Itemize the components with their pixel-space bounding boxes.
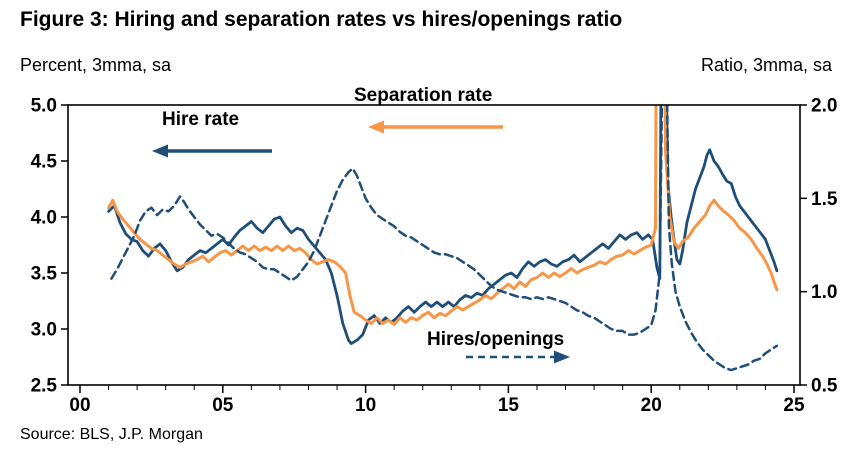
- hires-openings-annotation: Hires/openings: [427, 329, 565, 350]
- svg-text:0.5: 0.5: [811, 376, 838, 397]
- separation-rate-annotation: Separation rate: [354, 85, 493, 106]
- hire-rate-annotation: Hire rate: [162, 109, 240, 130]
- right-axis-unit-label: Ratio, 3mma, sa: [700, 55, 832, 75]
- svg-text:15: 15: [498, 395, 520, 416]
- svg-text:4.5: 4.5: [31, 152, 58, 173]
- svg-text:3.0: 3.0: [31, 320, 57, 341]
- svg-text:2.0: 2.0: [811, 96, 837, 117]
- svg-text:10: 10: [355, 395, 376, 416]
- svg-text:2.5: 2.5: [31, 376, 58, 397]
- svg-text:1.5: 1.5: [811, 189, 838, 210]
- svg-text:05: 05: [212, 395, 234, 416]
- svg-text:00: 00: [69, 395, 90, 416]
- svg-text:5.0: 5.0: [31, 96, 57, 117]
- left-axis-unit-label: Percent, 3mma, sa: [20, 55, 172, 75]
- source-note: Source: BLS, J.P. Morgan: [20, 426, 203, 443]
- svg-text:4.0: 4.0: [31, 208, 57, 229]
- svg-text:3.5: 3.5: [31, 264, 58, 285]
- chart-title: Figure 3: Hiring and separation rates vs…: [20, 8, 623, 31]
- svg-text:25: 25: [783, 395, 805, 416]
- svg-text:20: 20: [641, 395, 662, 416]
- svg-text:1.0: 1.0: [811, 282, 837, 303]
